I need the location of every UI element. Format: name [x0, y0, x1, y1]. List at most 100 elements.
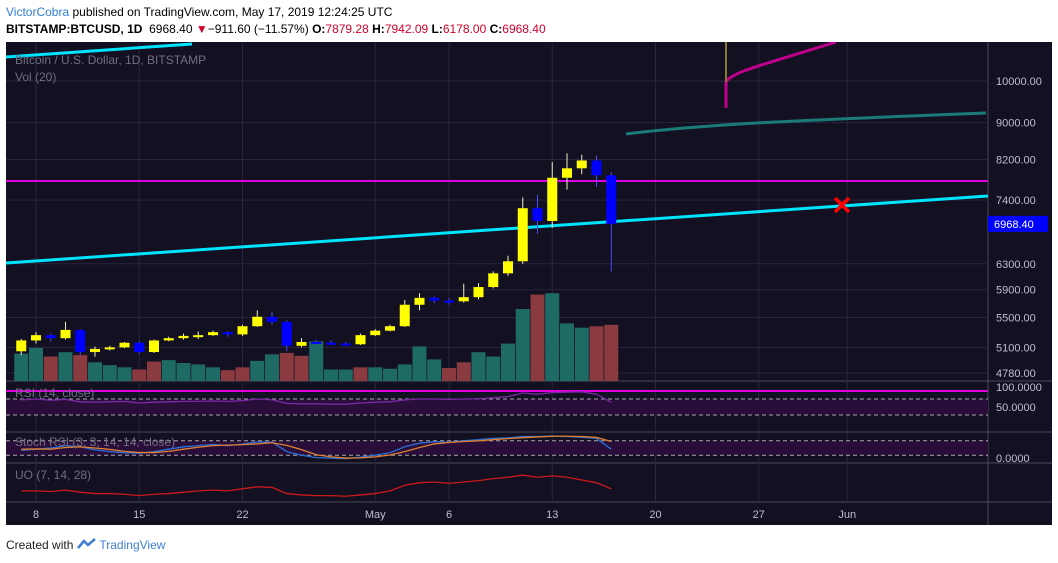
candle-body	[326, 342, 336, 345]
volume-bar	[427, 359, 442, 381]
ascending-trendline	[6, 194, 989, 265]
candle-body	[414, 297, 425, 305]
candle-body	[458, 297, 469, 302]
candle-body	[75, 329, 86, 353]
uo-title: UO (7, 14, 28)	[15, 468, 91, 482]
candle-body	[591, 160, 602, 176]
open-value: 7879.28	[325, 22, 369, 36]
volume-bar	[176, 363, 191, 381]
y-tick-label: 5500.00	[996, 312, 1036, 324]
x-tick-label: 13	[546, 509, 558, 521]
candle-body	[606, 175, 617, 224]
moving-average-line	[625, 111, 987, 136]
open-label: O:	[312, 22, 326, 36]
high-value: 7942.09	[384, 22, 429, 36]
volume-bar	[191, 364, 206, 381]
candle-body	[547, 177, 558, 221]
chart-title: Bitcoin / U.S. Dollar, 1D, BITSTAMP	[15, 53, 206, 67]
volume-bar	[368, 367, 383, 381]
candle-body	[237, 326, 248, 335]
candle-body	[16, 340, 27, 352]
volume-bar	[279, 352, 294, 381]
volume-bar	[58, 352, 73, 381]
candle-body	[208, 332, 218, 336]
x-tick-label: 6	[446, 509, 452, 521]
candle-body	[90, 348, 100, 353]
candle-body	[311, 341, 322, 344]
candle-body	[562, 168, 572, 178]
volume-bar	[515, 309, 530, 381]
y-tick-label: 10000.00	[996, 76, 1042, 88]
candle-body	[119, 342, 130, 348]
price-chart[interactable]: 8 15 22 May 6 13 20 27 Jun 10000.00 9000.00 8200.00…	[6, 42, 1052, 525]
volume-bar	[161, 360, 176, 381]
stoch-line-d	[21, 435, 612, 459]
volume-bar	[486, 356, 501, 381]
volume-bar	[501, 343, 515, 381]
price-change: −911.60 (−11.57%)	[207, 22, 309, 36]
volume-bar	[102, 365, 117, 381]
candle-body	[163, 338, 174, 341]
candle-body	[60, 329, 71, 339]
tradingview-link[interactable]: TradingView	[99, 538, 166, 552]
volume-bar	[530, 294, 545, 381]
volume-bar	[206, 367, 220, 381]
created-with-text: Created with	[6, 538, 74, 552]
volume-bar	[309, 341, 324, 381]
volume-bar	[574, 327, 589, 381]
last-price-label: 6968.40	[994, 219, 1034, 231]
tradingview-logo-icon	[77, 538, 97, 553]
rsi-band-fill	[6, 399, 988, 415]
candle-body	[45, 335, 56, 339]
uo-line	[21, 474, 612, 497]
target-x-marker	[833, 196, 851, 214]
candle-body	[355, 335, 366, 345]
author-link[interactable]: VictorCobra	[6, 5, 70, 19]
down-arrow-icon: ▼	[195, 22, 208, 36]
candle-body	[488, 273, 499, 288]
rsi-title: RSI (14, close)	[15, 386, 94, 400]
volume-bar	[604, 324, 619, 381]
footer: Created with TradingView	[6, 538, 165, 553]
candle-body	[178, 335, 189, 339]
volume-bar	[14, 353, 29, 381]
volume-bar	[29, 347, 43, 381]
y-tick-label: 7400.00	[996, 195, 1036, 207]
projection-curve	[724, 42, 837, 108]
symbol-name: BITSTAMP:BTCUSD, 1D	[6, 22, 143, 36]
volume-bar	[442, 368, 456, 381]
volume-bar	[250, 360, 265, 381]
last-price-tag	[988, 215, 1048, 232]
stoch-line-k	[21, 435, 612, 460]
close-label: C:	[489, 22, 503, 36]
volume-bar	[338, 369, 353, 381]
y-tick-label: 9000.00	[996, 118, 1036, 130]
candle-body	[31, 335, 41, 341]
volume-bar	[324, 369, 338, 381]
volume-bar	[589, 326, 604, 381]
upper-trendline	[6, 42, 193, 59]
x-tick-label: 27	[753, 509, 765, 521]
volume-bar	[117, 367, 132, 381]
close-value: 6968.40	[502, 22, 546, 36]
last-price: 6968.40	[149, 22, 193, 36]
high-label: H:	[372, 22, 385, 36]
volume-bar	[471, 352, 486, 381]
volume-bar	[412, 346, 427, 381]
rsi-line	[21, 391, 612, 405]
candle-body	[429, 297, 440, 301]
candle-body	[399, 304, 410, 327]
candle-body	[503, 261, 513, 274]
volume-bar	[88, 362, 102, 381]
stoch-tick-label: 0.0000	[996, 453, 1030, 465]
candle-body	[576, 160, 587, 169]
volume-bar	[560, 323, 574, 381]
low-label: L:	[431, 22, 443, 36]
stoch-title: Stoch RSI (3, 3, 14, 14, close)	[15, 435, 175, 449]
volume-label: Vol (20)	[15, 70, 56, 84]
candle-body	[281, 321, 292, 346]
candle-body	[296, 341, 307, 346]
candle-body	[340, 343, 351, 346]
published-text: published on TradingView.com, May 17, 20…	[69, 5, 393, 19]
volume-bar	[383, 368, 397, 381]
